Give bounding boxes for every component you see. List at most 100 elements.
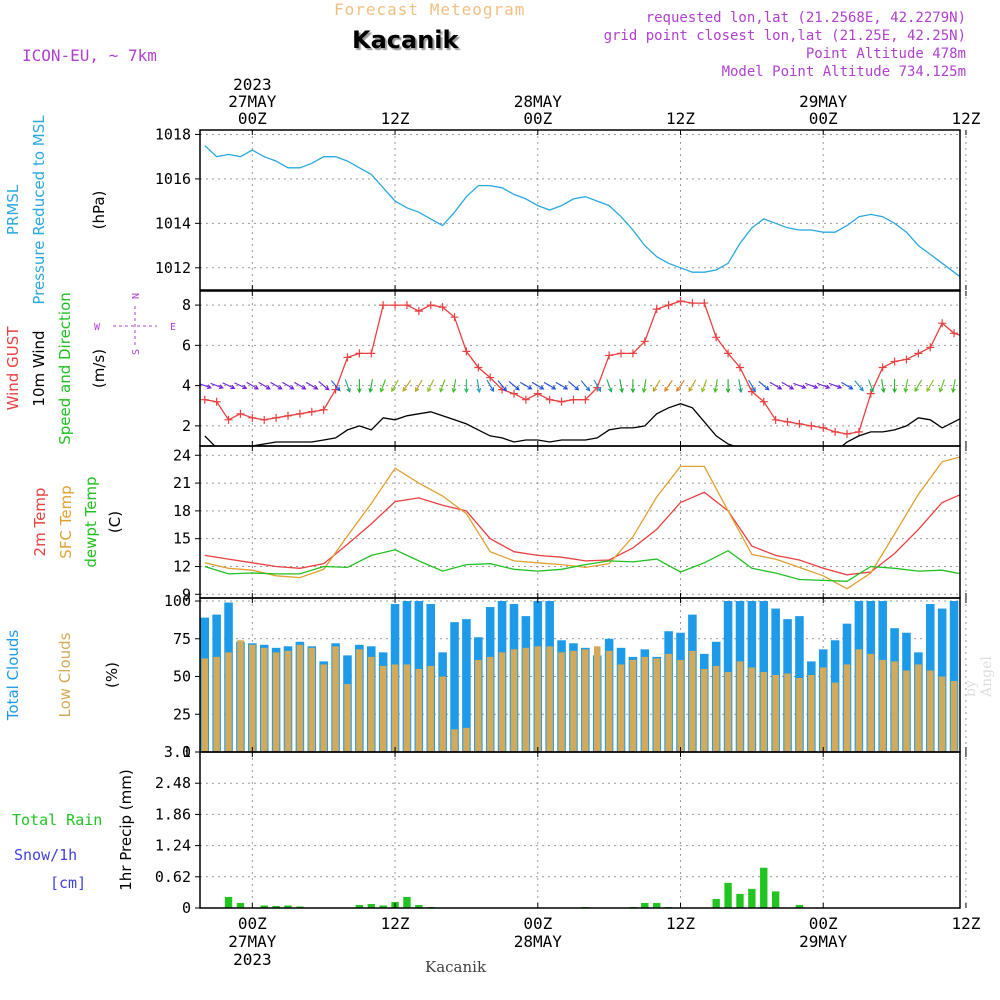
wind-direction-arrow — [451, 379, 457, 394]
y-tick-label: 3.1 — [164, 743, 191, 761]
point-altitude: Point Altitude 478m — [805, 46, 966, 62]
wind-direction-arrow — [758, 380, 770, 391]
gust-marker — [426, 301, 435, 310]
model-altitude: Model Point Altitude 734.125m — [721, 64, 966, 80]
gust-marker — [712, 333, 721, 342]
series-line-sfc-temp — [204, 456, 960, 590]
cloud-low-bar — [213, 656, 220, 752]
gust-marker — [819, 423, 828, 432]
gust-marker — [617, 349, 626, 358]
y-tick-label: 21 — [173, 474, 191, 492]
gust-marker — [783, 417, 792, 426]
wind-direction-arrow — [282, 381, 295, 390]
wind-direction-arrow — [975, 380, 982, 391]
panel-label: Wind GUST — [4, 326, 22, 411]
gust-marker — [795, 419, 804, 428]
time-label-bottom: 12Z — [951, 914, 980, 933]
cloud-low-bar — [855, 649, 863, 752]
compass-rose: N S W E — [94, 293, 176, 355]
precip-bar — [224, 896, 233, 908]
gust-marker — [854, 427, 863, 436]
gust-marker — [605, 351, 614, 360]
gridlines-wind — [200, 291, 967, 446]
wind-direction-arrow — [486, 379, 495, 393]
wind-direction-arrow — [619, 379, 624, 394]
gust-marker — [688, 299, 697, 308]
gust-marker — [652, 305, 661, 314]
panel-frame-pressure — [199, 129, 961, 291]
cloud-low-bar — [284, 650, 292, 752]
model-name: ICON-EU, ~ 7km — [22, 46, 157, 65]
precip-bar — [795, 904, 804, 908]
cloud-low-bar — [249, 644, 256, 752]
cloud-low-bar — [819, 667, 827, 752]
wind-direction-arrow — [951, 379, 956, 394]
wind-direction-arrow — [914, 379, 923, 393]
side-labels-pressure: PRMSL Pressure Reduced to MSL (hPa) — [4, 115, 108, 305]
wind-direction-arrow — [880, 379, 886, 394]
precip-bar — [403, 896, 411, 908]
side-labels-precip: 1hr Precip (mm) — [117, 769, 135, 890]
gust-marker — [414, 307, 423, 316]
y-tick-label: 1014 — [155, 214, 191, 232]
cloud-low-bar — [748, 667, 756, 752]
cloud-low-bar — [272, 652, 280, 752]
panel-label: 2m Temp — [31, 488, 49, 557]
gust-marker — [724, 349, 733, 358]
time-label-top: 28MAY — [514, 92, 563, 111]
gust-marker — [200, 395, 209, 404]
wind-direction-arrow — [606, 379, 613, 393]
wind-direction-arrow — [926, 379, 934, 393]
footer-place: Kacanik — [425, 958, 487, 976]
cloud-low-bar — [439, 676, 446, 752]
cloud-low-bar — [808, 675, 815, 752]
cloud-low-bar — [689, 650, 696, 752]
place-name: Kacanik — [352, 26, 459, 54]
wind-direction-arrow — [805, 382, 819, 389]
panel-label: (m/s) — [90, 349, 108, 388]
y-tick-label: 1018 — [155, 125, 191, 143]
gust-marker — [890, 357, 899, 366]
time-label-top: 00Z — [523, 109, 552, 128]
cloud-low-bar — [796, 678, 803, 752]
cloud-low-bar — [320, 664, 327, 752]
time-label-bottom: 00Z — [523, 914, 552, 933]
gust-marker — [319, 405, 328, 414]
wind-direction-arrow — [508, 380, 520, 391]
precip-bar — [748, 888, 756, 908]
wind-direction-arrow — [793, 382, 807, 389]
time-label-top: 27MAY — [228, 92, 277, 111]
cloud-low-bar — [641, 656, 649, 752]
cloud-low-bar — [617, 664, 625, 752]
gust-marker — [343, 353, 352, 362]
wind-direction-arrow — [868, 379, 875, 393]
panel-label: (%) — [103, 662, 121, 688]
wind-direction-arrow — [580, 380, 591, 392]
precip-bar — [296, 906, 304, 908]
gridlines-temp — [200, 446, 967, 598]
cloud-low-bar — [867, 653, 875, 752]
wind-direction-arrow — [318, 380, 330, 391]
y-tick-label: 4 — [182, 377, 191, 395]
cloud-low-bar — [701, 668, 708, 752]
wind-direction-arrow — [593, 379, 602, 393]
time-label-top: 12Z — [951, 109, 980, 128]
y-tick-label: 75 — [173, 630, 191, 648]
wind-direction-arrow — [234, 382, 248, 390]
cloud-low-bar — [927, 670, 934, 752]
gust-marker — [628, 349, 637, 358]
y-tick-label: 0.62 — [155, 868, 191, 886]
y-tick-label: 100 — [164, 592, 191, 610]
gust-marker — [664, 301, 673, 310]
legend-snow: Snow/1h — [14, 846, 77, 864]
cloud-low-bar — [570, 650, 577, 752]
wind-direction-arrow — [531, 381, 545, 390]
panel-label: (C) — [106, 511, 124, 533]
cloud-low-bar — [344, 684, 351, 752]
cloud-low-bar — [712, 665, 720, 752]
wind-direction-arrow — [938, 379, 945, 393]
compass-north: N — [131, 293, 142, 299]
wind-direction-arrow — [305, 381, 319, 390]
wind-direction-arrow — [568, 380, 580, 391]
gust-marker — [521, 395, 530, 404]
